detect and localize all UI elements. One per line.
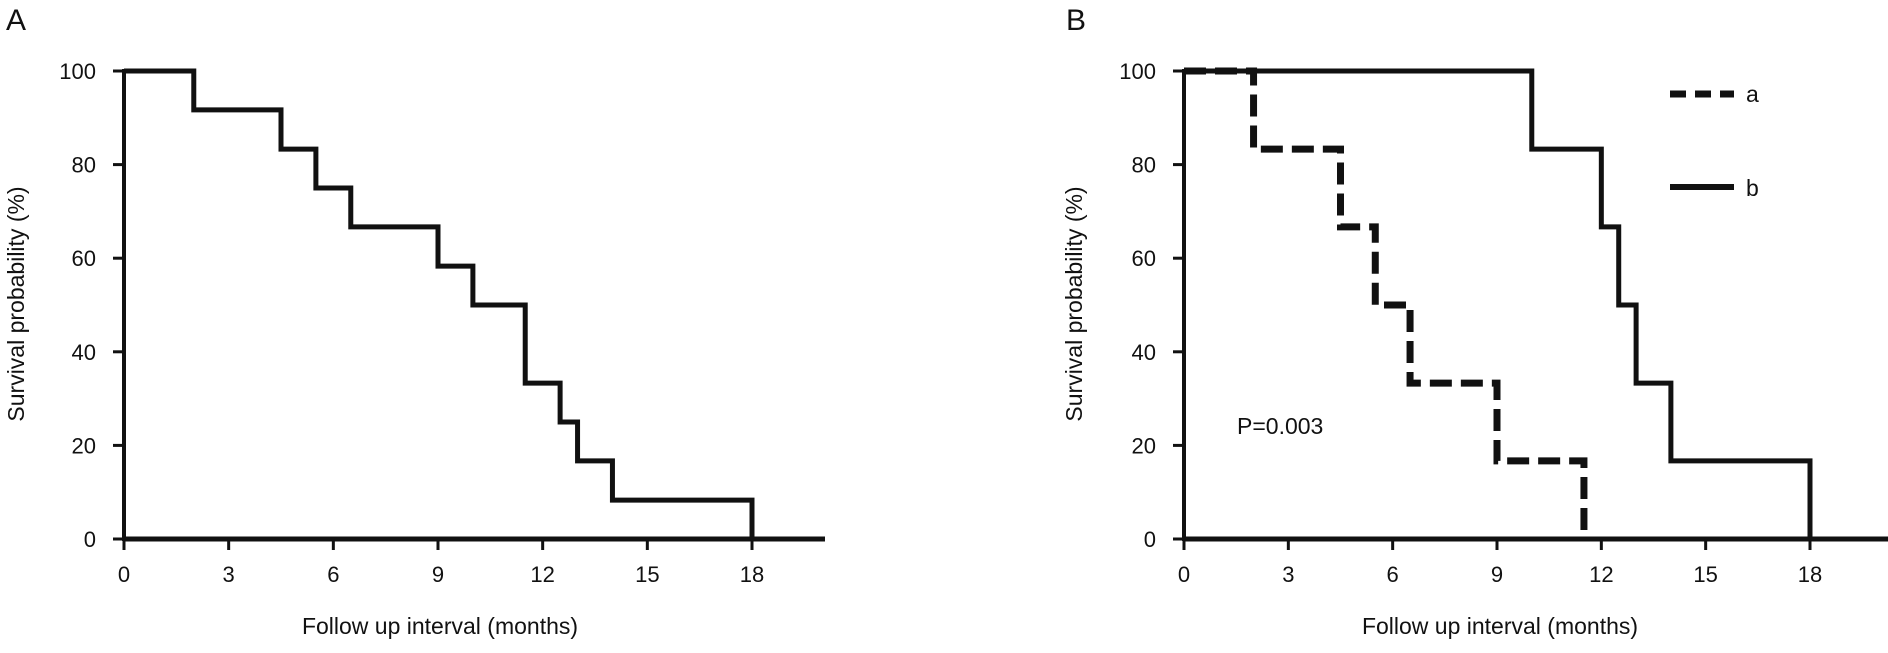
x-tick-label: 15: [1693, 562, 1717, 587]
panel-a-y-axis-label: Survival probability (%): [3, 186, 29, 421]
panel-b-y-axis-label: Survival probability (%): [1061, 186, 1087, 421]
x-tick-label: 18: [1798, 562, 1822, 587]
y-tick-label: 80: [72, 153, 96, 178]
y-tick-label: 20: [72, 433, 96, 458]
x-tick-label: 9: [1491, 562, 1503, 587]
panel-a-ticks: 0 3 6 9 12 15 18 0 20 40 60 80 100: [59, 59, 764, 587]
y-tick-label: 60: [72, 246, 96, 271]
x-tick-label: 12: [1589, 562, 1613, 587]
legend-b-label: b: [1746, 175, 1759, 201]
panel-a: A 0 3 6 9 12 15 18 0 20 40 60 80 100 Follow up inter…: [3, 4, 825, 639]
y-tick-label: 40: [72, 340, 96, 365]
x-tick-label: 15: [635, 562, 659, 587]
panel-b-legend: a b: [1670, 81, 1759, 201]
y-tick-label: 60: [1132, 246, 1156, 271]
panel-b-ticks: 0 3 6 9 12 15 18 0 20 40 60 80 100: [1119, 59, 1822, 587]
panel-b-curves: [1184, 67, 1813, 539]
x-tick-label: 3: [223, 562, 235, 587]
panel-a-axes: [122, 69, 825, 542]
panel-b: B 0 3 6 9 12 15 18 0 20 40 60 80 100 Follow up inter…: [1061, 4, 1888, 639]
panel-b-axes: [1182, 69, 1888, 542]
p-value-annotation: P=0.003: [1237, 413, 1323, 439]
survival-curve-a: [1184, 67, 1588, 539]
panel-b-x-axis-label: Follow up interval (months): [1362, 613, 1638, 639]
legend-a-label: a: [1746, 81, 1759, 107]
x-tick-label: 0: [118, 562, 130, 587]
y-tick-label: 40: [1132, 340, 1156, 365]
x-tick-label: 3: [1282, 562, 1294, 587]
y-tick-label: 100: [59, 59, 96, 84]
x-tick-label: 0: [1178, 562, 1190, 587]
x-tick-label: 9: [432, 562, 444, 587]
x-tick-label: 6: [327, 562, 339, 587]
panel-b-letter: B: [1066, 4, 1086, 37]
x-tick-label: 6: [1387, 562, 1399, 587]
y-tick-label: 100: [1119, 59, 1156, 84]
y-tick-label: 0: [1144, 527, 1156, 552]
x-tick-label: 12: [530, 562, 554, 587]
survival-curve-b: [1184, 68, 1813, 539]
x-tick-label: 18: [740, 562, 764, 587]
panel-a-x-axis-label: Follow up interval (months): [302, 613, 578, 639]
survival-curve: [124, 68, 755, 539]
panel-a-curves: [124, 68, 755, 539]
panel-a-letter: A: [6, 4, 26, 37]
y-tick-label: 20: [1132, 433, 1156, 458]
y-tick-label: 80: [1132, 153, 1156, 178]
y-tick-label: 0: [84, 527, 96, 552]
